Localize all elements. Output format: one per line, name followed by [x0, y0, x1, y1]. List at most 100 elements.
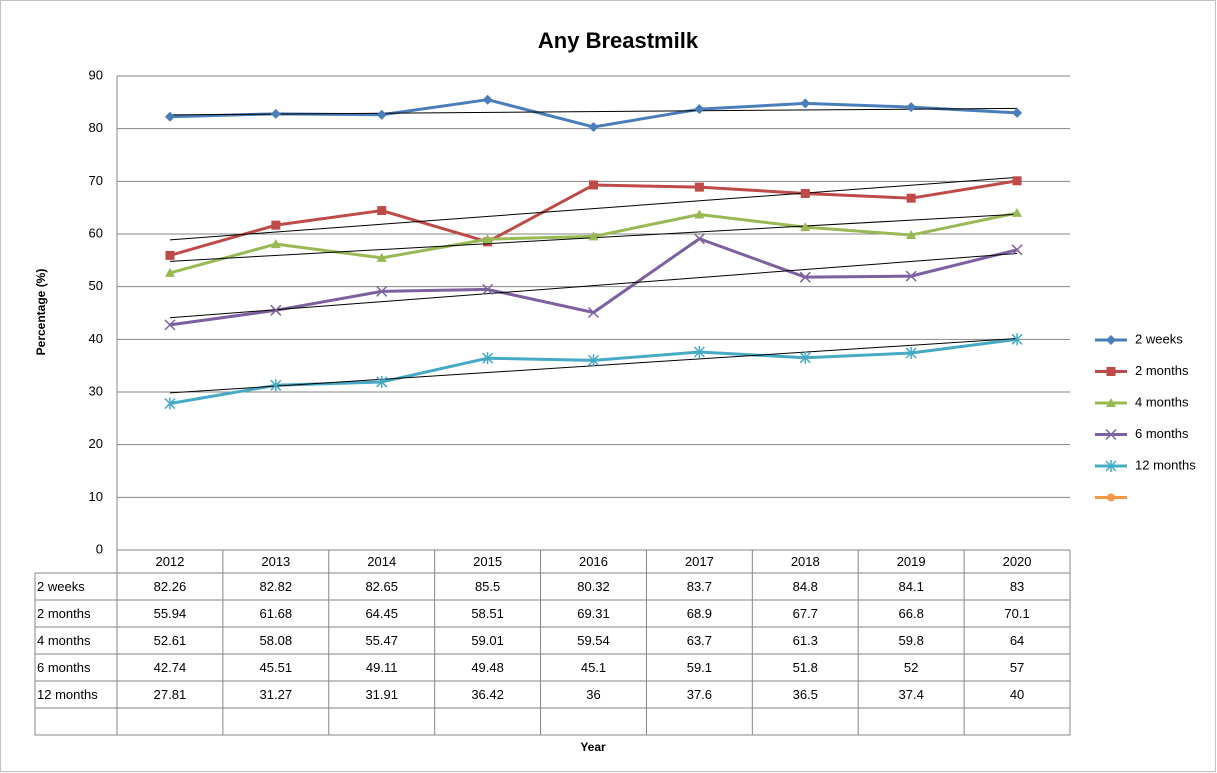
trendline [169, 176, 1018, 241]
data-point [694, 209, 705, 219]
trendline [169, 252, 1018, 319]
x-tick-label: 2019 [897, 554, 926, 569]
row-label: 2 months [37, 606, 91, 621]
data-point [164, 397, 176, 410]
table-value: 64 [1010, 633, 1024, 648]
x-tick-label: 2016 [579, 554, 608, 569]
data-point [165, 250, 175, 260]
table-value: 84.1 [899, 579, 924, 594]
legend-marker [1106, 398, 1116, 407]
x-axis-label: Year [580, 740, 606, 754]
table-value: 42.74 [154, 660, 187, 675]
row-label: 6 months [37, 660, 91, 675]
data-point [800, 188, 810, 198]
y-tick-label: 30 [89, 383, 103, 398]
legend-label: 6 months [1135, 426, 1189, 441]
data-point [905, 270, 917, 282]
data-point [376, 285, 388, 297]
table-value: 82.65 [365, 579, 398, 594]
table-value: 66.8 [899, 606, 924, 621]
data-point [587, 354, 600, 367]
legend-marker [1105, 460, 1117, 472]
table-value: 59.8 [899, 633, 924, 648]
data-point [270, 108, 281, 119]
data-point [906, 193, 916, 203]
data-point [1011, 244, 1023, 256]
data-point [589, 180, 598, 190]
table-value: 45.51 [260, 660, 293, 675]
data-point [164, 319, 176, 331]
y-tick-label: 90 [89, 67, 103, 82]
y-tick-label: 10 [89, 489, 103, 504]
x-tick-label: 2017 [685, 554, 714, 569]
data-point [693, 345, 705, 358]
table-value: 52 [904, 660, 918, 675]
table-value: 83 [1010, 579, 1024, 594]
y-tick-label: 60 [89, 225, 103, 240]
x-tick-label: 2013 [261, 554, 290, 569]
table-value: 61.3 [793, 633, 818, 648]
table-value: 80.32 [577, 579, 610, 594]
table-value: 37.6 [687, 687, 712, 702]
data-point [694, 104, 705, 115]
data-point [270, 239, 281, 249]
data-point [164, 111, 175, 122]
table-value: 82.82 [260, 579, 293, 594]
y-tick-label: 80 [89, 120, 103, 135]
table-value: 55.47 [365, 633, 398, 648]
y-tick-label: 0 [96, 541, 103, 556]
x-tick-label: 2014 [367, 554, 396, 569]
data-point [906, 102, 917, 113]
data-point [588, 231, 599, 241]
data-point [799, 271, 811, 283]
data-point [376, 109, 387, 120]
legend-marker [1106, 367, 1116, 376]
data-point [905, 347, 917, 360]
data-point [693, 233, 705, 245]
data-point [1012, 176, 1022, 186]
table-value: 58.51 [471, 606, 504, 621]
data-point [271, 220, 281, 230]
data-point [164, 267, 175, 277]
x-tick-label: 2020 [1003, 554, 1032, 569]
legend-marker [1107, 493, 1115, 502]
legend-label: 4 months [1135, 394, 1189, 409]
data-point [482, 283, 494, 295]
data-point [482, 352, 494, 365]
data-point [799, 351, 811, 364]
legend-marker [1105, 428, 1117, 441]
data-point [482, 94, 493, 105]
table-value: 55.94 [154, 606, 187, 621]
table-value: 68.9 [687, 606, 712, 621]
x-tick-label: 2018 [791, 554, 820, 569]
legend-label: 2 weeks [1135, 331, 1183, 346]
x-tick-label: 2012 [155, 554, 184, 569]
table-value: 84.8 [793, 579, 818, 594]
table-value: 69.31 [577, 606, 610, 621]
table-value: 36.42 [471, 687, 504, 702]
table-value: 59.01 [471, 633, 504, 648]
x-tick-label: 2015 [473, 554, 502, 569]
table-value: 58.08 [260, 633, 293, 648]
y-tick-label: 20 [89, 436, 103, 451]
data-point [587, 306, 600, 319]
table-value: 31.27 [260, 687, 293, 702]
table-value: 27.81 [154, 687, 187, 702]
table-value: 45.1 [581, 660, 606, 675]
data-point [1011, 333, 1023, 346]
table-value: 31.91 [365, 687, 398, 702]
table-value: 49.11 [366, 660, 398, 675]
row-label: 4 months [37, 633, 91, 648]
data-point [694, 182, 704, 192]
chart-title: Any Breastmilk [538, 28, 699, 53]
legend-label: 12 months [1135, 457, 1196, 472]
table-value: 67.7 [793, 606, 818, 621]
table-value: 52.61 [154, 633, 187, 648]
table-value: 85.5 [475, 579, 500, 594]
data-point [376, 252, 387, 262]
table-value: 61.68 [260, 606, 293, 621]
table-value: 59.1 [687, 660, 712, 675]
table-value: 63.7 [687, 633, 712, 648]
data-point [1012, 107, 1023, 118]
